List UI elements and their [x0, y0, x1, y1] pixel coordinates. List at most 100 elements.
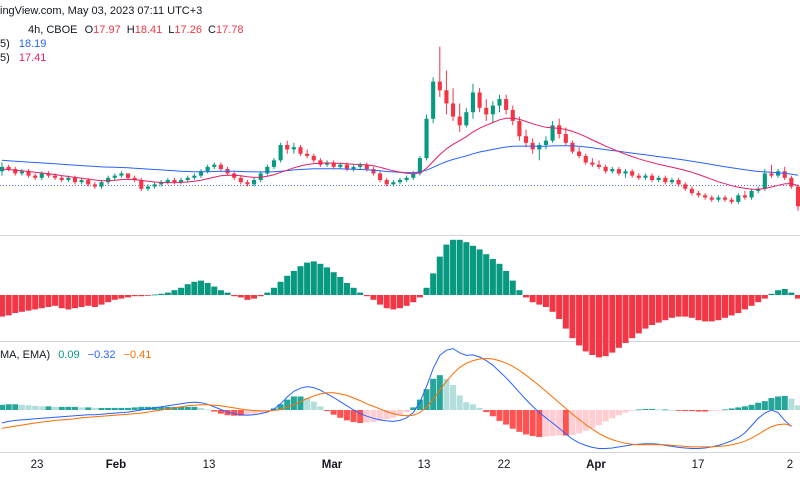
candle-body [722, 197, 728, 200]
macd-hist-bar [297, 396, 304, 410]
candle-body [298, 147, 303, 154]
osc-bar [735, 295, 742, 313]
osc-bar [748, 295, 755, 306]
symbol-interval: 4h, CBOE O17.97 H18.41 L17.26 C17.78 [28, 24, 244, 36]
macd-hist-bar [741, 406, 748, 410]
candle-body [6, 166, 11, 170]
macd-hist-bar [768, 398, 775, 410]
macd-hist-bar [589, 410, 596, 429]
moving-averages [1, 117, 799, 190]
candle-body [271, 160, 277, 167]
osc-bar [25, 295, 32, 311]
osc-bar [0, 295, 6, 317]
ma-blue-value: 18.19 [19, 38, 47, 50]
candle-body [79, 180, 84, 183]
macd-hist-bar [416, 399, 423, 410]
osc-bar [118, 295, 125, 299]
candle-body [577, 151, 582, 156]
macd-hist-bar [370, 410, 377, 422]
candle-body [510, 110, 515, 121]
candle-body [437, 81, 442, 91]
candle-body [623, 171, 628, 174]
macd-hist-bar [231, 410, 238, 416]
candle-body [112, 175, 117, 178]
osc-bar [509, 280, 516, 295]
macd-hist-bar [65, 406, 72, 410]
macd-hist-bar [516, 410, 523, 432]
macd-hist-bar [562, 410, 569, 436]
macd-hist-bar [85, 407, 92, 410]
osc-bar [542, 295, 549, 307]
candle-body [371, 169, 376, 174]
candle-body [497, 99, 502, 106]
price-candles [0, 46, 800, 211]
osc-bar [688, 295, 695, 318]
osc-bar [164, 292, 171, 295]
osc-bar [615, 295, 622, 348]
osc-bar [708, 295, 715, 322]
candle-body [663, 177, 668, 183]
osc-bar [18, 295, 25, 312]
macd-hist-bar [688, 410, 695, 412]
osc-bar [257, 295, 264, 297]
macd-hist-bar [357, 410, 364, 423]
candle-body [656, 177, 661, 180]
osc-bar [741, 295, 748, 310]
macd-hist-bar [682, 410, 689, 412]
ohlc-open-value: 17.97 [93, 24, 121, 36]
osc-bar [363, 295, 370, 297]
macd-hist-bar [542, 410, 549, 437]
candle-body [457, 116, 462, 126]
candle-body [278, 145, 283, 161]
candle-body [537, 145, 542, 150]
candle-body [683, 184, 688, 189]
macd-legend-signal: −0.41 [124, 349, 152, 361]
macd-hist-bar [489, 410, 496, 417]
macd-hist-bar [523, 410, 530, 435]
osc-bar [244, 295, 251, 300]
macd-hist-bar [330, 410, 337, 415]
macd-hist-bar [469, 404, 476, 410]
osc-bar [217, 290, 224, 295]
candle-body [504, 99, 509, 110]
osc-bar [105, 295, 112, 303]
osc-bar [178, 287, 185, 295]
candle-body [159, 182, 164, 185]
osc-bar [781, 289, 788, 295]
candle-body [59, 177, 64, 180]
macd-hist-bar [569, 410, 576, 435]
osc-bar [131, 295, 138, 297]
candle-body [742, 195, 747, 198]
candle-body [669, 180, 675, 183]
macd-legend[interactable]: MA, EMA) 0.09 −0.32 −0.41 [0, 349, 151, 361]
candle-body [331, 162, 336, 167]
osc-bar [377, 295, 384, 305]
osc-bar [32, 295, 39, 310]
candle-body [464, 112, 469, 126]
ohlc-high-value: 18.41 [135, 24, 163, 36]
candle-body [397, 180, 403, 183]
candle-body [378, 173, 383, 180]
macd-legend-hist: 0.09 [58, 349, 79, 361]
candle-body [139, 180, 144, 189]
candle-body [318, 160, 323, 165]
candle-body [523, 136, 529, 143]
symbol-line: 4h, CBOE [28, 24, 78, 36]
osc-bar [715, 295, 722, 321]
candle-body [291, 147, 296, 150]
macd-hist-bar [343, 410, 350, 421]
candle-body [364, 164, 369, 170]
ma-legend-blue[interactable]: 5) 18.19 [0, 38, 46, 50]
candle-body [185, 177, 190, 180]
macd-pane [0, 348, 800, 449]
osc-bar [483, 254, 490, 295]
osc-bar [503, 271, 510, 295]
osc-bar [443, 244, 450, 295]
ma-legend-pink[interactable]: 5) 17.41 [0, 52, 46, 64]
macd-hist-bar [695, 410, 702, 412]
osc-bar [85, 295, 92, 306]
time-axis-label: 17 [692, 459, 705, 471]
candle-body [132, 177, 137, 180]
osc-bar [549, 295, 556, 312]
